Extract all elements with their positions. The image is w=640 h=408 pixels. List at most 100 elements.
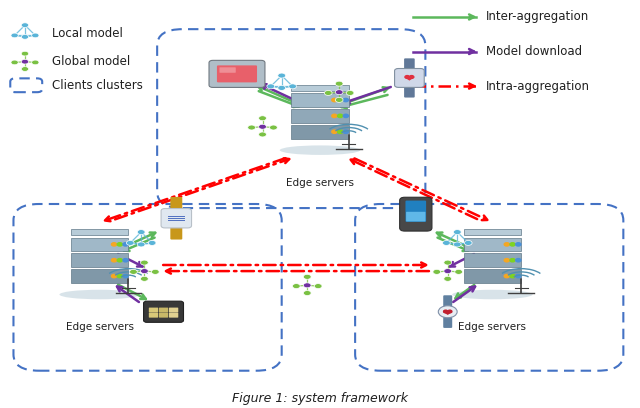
Text: Edge servers: Edge servers xyxy=(66,322,134,332)
FancyBboxPatch shape xyxy=(161,208,191,228)
Circle shape xyxy=(111,243,116,246)
Circle shape xyxy=(269,125,277,130)
Circle shape xyxy=(324,91,332,95)
Circle shape xyxy=(11,60,19,65)
FancyBboxPatch shape xyxy=(444,317,452,328)
Circle shape xyxy=(504,243,509,246)
FancyBboxPatch shape xyxy=(143,301,184,322)
Circle shape xyxy=(442,240,451,245)
FancyBboxPatch shape xyxy=(71,229,129,235)
Ellipse shape xyxy=(60,290,140,299)
Circle shape xyxy=(444,310,448,313)
Text: Inter-aggregation: Inter-aggregation xyxy=(486,11,589,23)
Circle shape xyxy=(516,243,521,246)
Circle shape xyxy=(129,269,138,274)
Text: Global model: Global model xyxy=(52,55,130,68)
Circle shape xyxy=(21,35,29,39)
Circle shape xyxy=(510,259,515,262)
Circle shape xyxy=(335,90,343,95)
Circle shape xyxy=(332,98,337,102)
Circle shape xyxy=(117,259,122,262)
Circle shape xyxy=(410,75,414,78)
Circle shape xyxy=(11,33,19,38)
Circle shape xyxy=(303,274,311,279)
Circle shape xyxy=(111,259,116,262)
FancyBboxPatch shape xyxy=(291,109,349,123)
Circle shape xyxy=(21,23,29,27)
Circle shape xyxy=(141,276,148,281)
Circle shape xyxy=(346,91,354,95)
FancyBboxPatch shape xyxy=(170,226,182,239)
Circle shape xyxy=(444,260,452,265)
FancyBboxPatch shape xyxy=(169,313,179,317)
Circle shape xyxy=(433,269,441,274)
Circle shape xyxy=(448,310,452,313)
Circle shape xyxy=(337,98,342,102)
FancyBboxPatch shape xyxy=(71,237,129,251)
Circle shape xyxy=(335,81,343,86)
Circle shape xyxy=(343,130,348,133)
FancyBboxPatch shape xyxy=(209,60,265,87)
Circle shape xyxy=(259,132,266,137)
Text: Clients clusters: Clients clusters xyxy=(52,79,143,92)
Polygon shape xyxy=(405,77,414,80)
Circle shape xyxy=(123,243,128,246)
FancyBboxPatch shape xyxy=(464,253,521,267)
Circle shape xyxy=(504,275,509,278)
Circle shape xyxy=(141,268,148,273)
Circle shape xyxy=(516,275,521,278)
Circle shape xyxy=(21,59,29,64)
Circle shape xyxy=(278,85,285,91)
FancyBboxPatch shape xyxy=(71,269,129,283)
FancyBboxPatch shape xyxy=(159,313,168,317)
Circle shape xyxy=(152,269,159,274)
FancyBboxPatch shape xyxy=(149,313,158,317)
Circle shape xyxy=(248,125,255,130)
Text: Edge servers: Edge servers xyxy=(286,177,354,188)
Polygon shape xyxy=(444,311,452,314)
FancyBboxPatch shape xyxy=(404,58,415,71)
Circle shape xyxy=(444,276,452,281)
Circle shape xyxy=(504,259,509,262)
Circle shape xyxy=(117,275,122,278)
FancyBboxPatch shape xyxy=(291,93,349,107)
FancyBboxPatch shape xyxy=(395,69,424,87)
Circle shape xyxy=(138,242,145,247)
Circle shape xyxy=(123,275,128,278)
FancyBboxPatch shape xyxy=(464,229,521,235)
FancyBboxPatch shape xyxy=(170,197,182,211)
Circle shape xyxy=(259,124,266,129)
Text: Model download: Model download xyxy=(486,45,582,58)
Circle shape xyxy=(510,275,515,278)
Circle shape xyxy=(405,75,410,78)
FancyBboxPatch shape xyxy=(399,197,432,231)
Circle shape xyxy=(438,306,457,318)
Text: Figure 1: system framework: Figure 1: system framework xyxy=(232,392,408,405)
Circle shape xyxy=(278,73,285,78)
FancyBboxPatch shape xyxy=(444,295,452,306)
Circle shape xyxy=(259,116,266,121)
Text: Edge servers: Edge servers xyxy=(458,322,527,332)
Circle shape xyxy=(303,283,311,288)
FancyBboxPatch shape xyxy=(220,67,236,73)
Circle shape xyxy=(123,259,128,262)
Circle shape xyxy=(516,259,521,262)
Circle shape xyxy=(332,130,337,133)
Circle shape xyxy=(141,260,148,265)
FancyBboxPatch shape xyxy=(406,201,426,222)
FancyBboxPatch shape xyxy=(169,308,179,313)
Text: Intra-aggregation: Intra-aggregation xyxy=(486,80,590,93)
FancyBboxPatch shape xyxy=(217,65,257,82)
Circle shape xyxy=(117,243,122,246)
Text: Local model: Local model xyxy=(52,27,123,40)
FancyBboxPatch shape xyxy=(464,237,521,251)
Ellipse shape xyxy=(452,290,532,299)
Circle shape xyxy=(455,269,463,274)
Circle shape xyxy=(314,284,322,288)
FancyBboxPatch shape xyxy=(404,85,415,98)
Circle shape xyxy=(453,242,461,247)
Circle shape xyxy=(303,290,311,295)
Circle shape xyxy=(138,230,145,235)
Circle shape xyxy=(21,51,29,56)
Circle shape xyxy=(148,240,156,245)
